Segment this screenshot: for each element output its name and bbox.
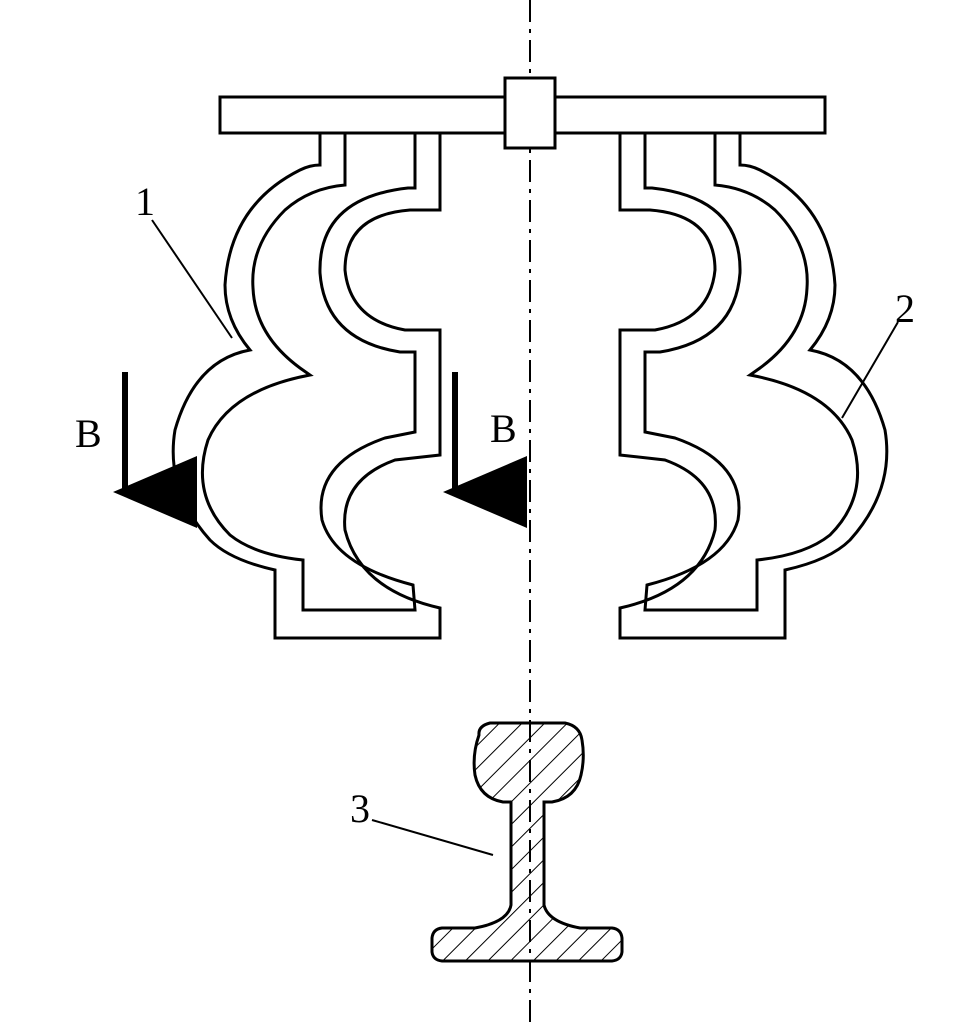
- label-B-right: B: [490, 405, 517, 452]
- label-B-left: B: [75, 410, 102, 457]
- rail-section: [432, 723, 622, 961]
- left-chamber: [173, 133, 440, 638]
- label-2: 2: [895, 285, 915, 332]
- right-chamber: [620, 133, 887, 638]
- leader-1: [152, 220, 232, 338]
- leader-3: [372, 820, 493, 855]
- crossbar: [220, 78, 825, 148]
- label-1: 1: [135, 178, 155, 225]
- label-3: 3: [350, 785, 370, 832]
